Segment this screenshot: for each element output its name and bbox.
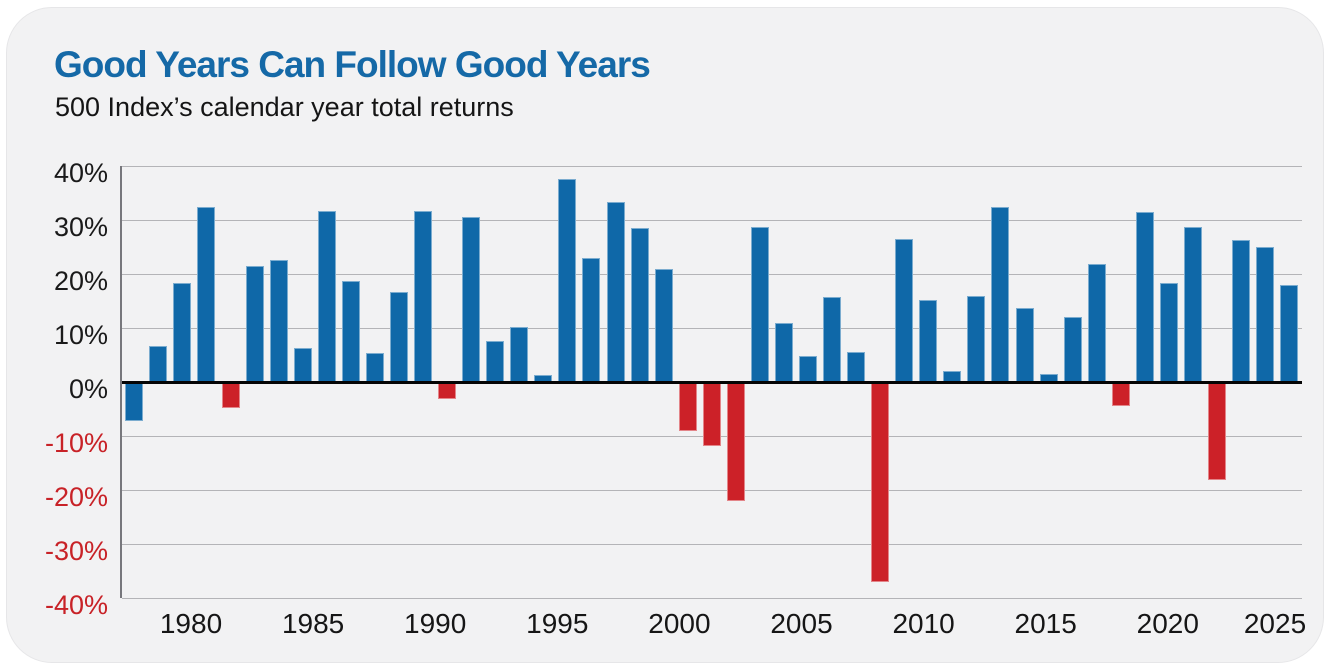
bar-1979: [173, 282, 192, 382]
x-axis-label: 1985: [281, 608, 345, 639]
bar-2018: [1111, 382, 1130, 406]
y-axis-label: 0%: [68, 374, 108, 404]
gridline: [122, 544, 1302, 545]
gridline: [122, 220, 1302, 221]
bar-2010: [919, 300, 938, 382]
bar-2024: [1256, 247, 1275, 382]
y-axis-label: -30%: [44, 536, 108, 566]
y-axis-label: 10%: [53, 320, 108, 350]
bar-1991: [462, 217, 481, 382]
bar-2025: [1280, 284, 1299, 382]
x-axis-label: 2020: [1136, 608, 1199, 639]
plot-area: 40% 30% 20% 10% 0% -10% -20% -30% -40% 1980 1985 19…: [45, 159, 1306, 639]
x-axis-label: 2015: [1014, 608, 1077, 639]
bar-1987: [365, 353, 384, 382]
chart-title: Good Years Can Follow Good Years: [54, 44, 651, 85]
y-axis-label: -20%: [44, 482, 108, 512]
bar-2003: [750, 227, 769, 382]
bar-2007: [847, 352, 866, 382]
bar-2001: [702, 382, 721, 447]
bar-1978: [149, 346, 168, 382]
bar-1986: [341, 281, 360, 382]
bar-2006: [823, 296, 842, 382]
bar-2008: [871, 382, 890, 582]
bar-2000: [678, 382, 697, 432]
chart-subtitle: 500 Index’s calendar year total returns: [55, 92, 514, 122]
bar-2012: [967, 295, 986, 382]
bar-1999: [654, 268, 673, 382]
x-axis-label: 1995: [526, 608, 589, 639]
bar-1993: [510, 327, 529, 382]
bar-2016: [1063, 317, 1082, 382]
bar-1985: [317, 210, 336, 382]
bar-2020: [1159, 282, 1178, 382]
bar-1980: [197, 207, 216, 382]
zero-line: [122, 380, 1302, 384]
y-axis-label: 20%: [53, 266, 108, 296]
bar-1982: [245, 265, 264, 382]
x-axis-label: 2025: [1243, 608, 1307, 639]
bar-2002: [726, 382, 745, 502]
gridline: [122, 166, 1302, 167]
bar-1989: [414, 210, 433, 382]
x-axis-label: 2010: [892, 608, 955, 639]
x-axis-label: 1990: [404, 608, 467, 639]
bar-2014: [1015, 308, 1034, 382]
y-axis-label: 30%: [53, 212, 108, 242]
bar-1992: [486, 340, 505, 382]
gridline: [122, 328, 1302, 329]
y-axis-label: -10%: [44, 428, 108, 458]
bar-1990: [438, 382, 457, 399]
chart-card: Good Years Can Follow Good Years 500 Ind…: [6, 7, 1324, 663]
bar-2019: [1135, 211, 1154, 382]
bar-2021: [1183, 227, 1202, 382]
bar-1983: [269, 259, 288, 382]
y-axis-label: 40%: [53, 158, 108, 188]
bar-1998: [630, 227, 649, 382]
gridline: [122, 274, 1302, 275]
bar-1984: [293, 347, 312, 382]
bar-1996: [582, 257, 601, 382]
bar-1988: [389, 292, 408, 382]
gridline: [122, 598, 1302, 599]
gridline: [122, 490, 1302, 491]
bar-1977: [125, 382, 144, 421]
bar-2009: [895, 238, 914, 382]
bar-2004: [774, 323, 793, 382]
bar-2013: [991, 207, 1010, 382]
y-axis-label: -40%: [44, 590, 108, 620]
bar-1995: [558, 178, 577, 382]
bar-1981: [221, 382, 240, 409]
x-axis-label: 2005: [770, 608, 833, 639]
bar-2005: [798, 355, 817, 382]
bar-2023: [1232, 239, 1251, 382]
x-axis-label: 2000: [648, 608, 711, 639]
x-axis-label: 1980: [159, 608, 223, 639]
bar-1997: [606, 201, 625, 382]
bar-2017: [1087, 264, 1106, 382]
bar-2022: [1208, 382, 1226, 480]
